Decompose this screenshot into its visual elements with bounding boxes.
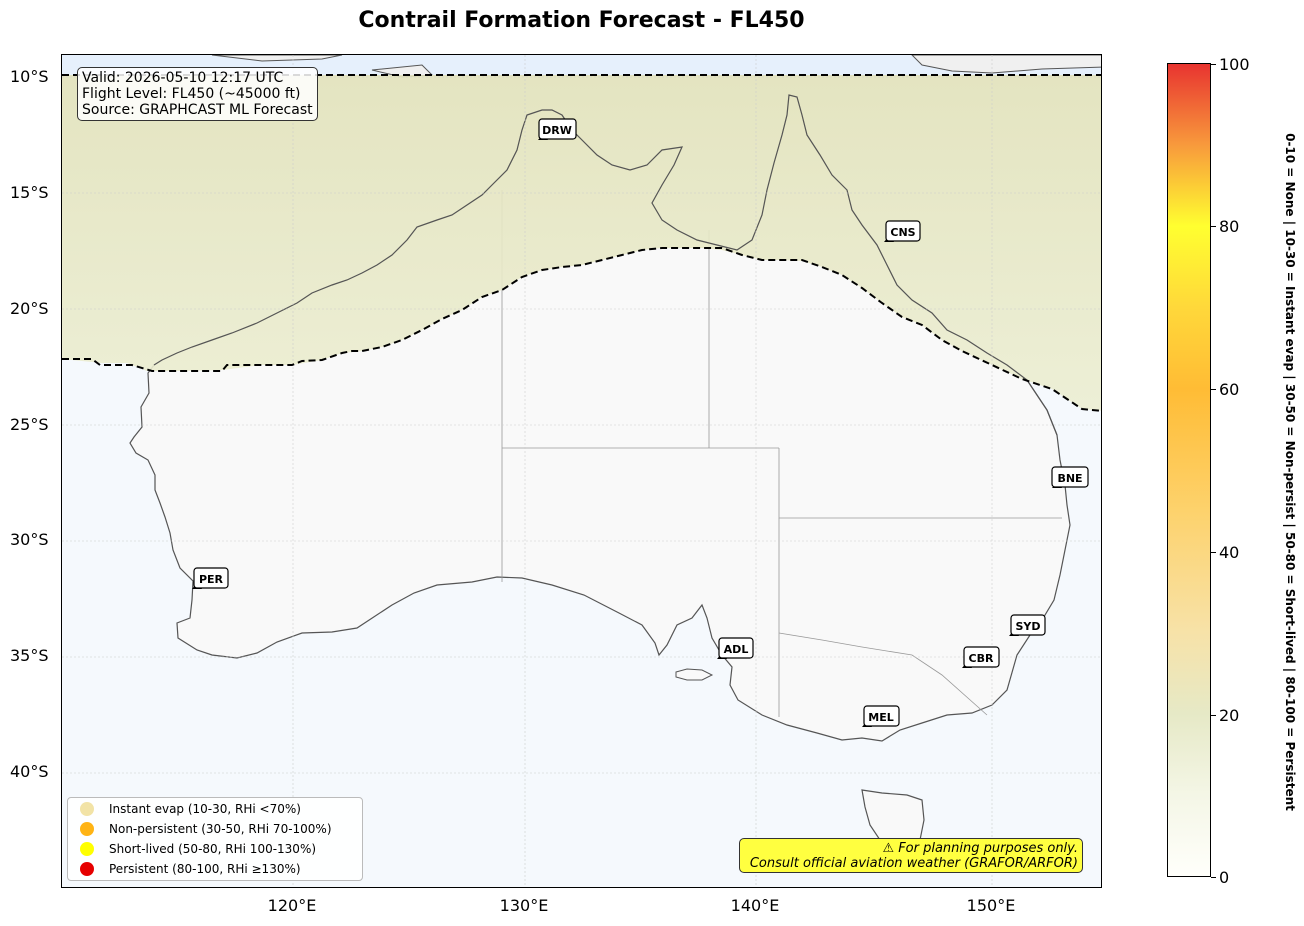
lon-tick-130e: 130°E bbox=[499, 896, 549, 915]
colorbar-tickmark-100 bbox=[1211, 64, 1216, 65]
legend-dot-non-persistent bbox=[80, 822, 94, 836]
airport-mel[interactable]: MEL bbox=[862, 705, 900, 727]
lon-tick-120e: 120°E bbox=[267, 896, 317, 915]
airport-label-drw: DRW bbox=[542, 124, 572, 137]
colorbar-tick-60: 60 bbox=[1219, 380, 1240, 399]
airport-cns[interactable]: CNS bbox=[884, 220, 921, 242]
legend-dot-instant-evap bbox=[80, 802, 94, 816]
airport-label-bne: BNE bbox=[1057, 472, 1082, 485]
legend-label-instant-evap: Instant evap (10-30, RHi <70%) bbox=[109, 802, 301, 816]
legend-dot-persistent bbox=[80, 862, 94, 876]
airport-per[interactable]: PER bbox=[192, 567, 229, 589]
colorbar-tick-0: 0 bbox=[1219, 868, 1230, 887]
info-valid: Valid: 2026-05-10 12:17 UTC bbox=[82, 70, 284, 86]
colorbar-tick-80: 80 bbox=[1219, 217, 1240, 236]
airport-label-mel: MEL bbox=[868, 711, 893, 724]
map-area[interactable]: DRW CNS BNE PER SYD bbox=[61, 54, 1102, 888]
colorbar-tickmark-0 bbox=[1211, 877, 1216, 878]
colorbar-tickmark-80 bbox=[1211, 226, 1216, 227]
disclaimer-box: ⚠ For planning purposes only. Consult of… bbox=[739, 838, 1083, 873]
airport-label-cns: CNS bbox=[890, 226, 915, 239]
airport-label-per: PER bbox=[199, 573, 224, 586]
lon-tick-140e: 140°E bbox=[730, 896, 780, 915]
disclaimer-line-1: ⚠ For planning purposes only. bbox=[882, 841, 1079, 856]
legend-label-non-persistent: Non-persistent (30-50, RHi 70-100%) bbox=[109, 822, 332, 836]
airport-adl[interactable]: ADL bbox=[717, 637, 754, 659]
legend-item-short-lived: Short-lived (50-80, RHi 100-130%) bbox=[80, 842, 316, 856]
colorbar-label: 0-10 = None | 10-30 = Instant evap | 30-… bbox=[1283, 133, 1297, 811]
lon-tick-150e: 150°E bbox=[966, 896, 1016, 915]
boundary-contrail-zone bbox=[62, 247, 1101, 412]
colorbar-tickmark-20 bbox=[1211, 715, 1216, 716]
colorbar-tick-20: 20 bbox=[1219, 706, 1240, 725]
lat-tick-40s: 40°S bbox=[10, 762, 49, 781]
colorbar bbox=[1167, 63, 1211, 877]
chart-title: Contrail Formation Forecast - FL450 bbox=[358, 8, 805, 33]
legend: Instant evap (10-30, RHi <70%) Non-persi… bbox=[67, 797, 363, 881]
airports: DRW CNS BNE PER SYD bbox=[192, 118, 1089, 727]
airport-syd[interactable]: SYD bbox=[1009, 614, 1046, 636]
info-flight-level: Flight Level: FL450 (~45000 ft) bbox=[82, 86, 301, 102]
info-box: Valid: 2026-05-10 12:17 UTC Flight Level… bbox=[77, 67, 318, 121]
lat-tick-30s: 30°S bbox=[10, 530, 49, 549]
legend-dot-short-lived bbox=[80, 842, 94, 856]
colorbar-tickmark-40 bbox=[1211, 552, 1216, 553]
forecast-zone-instant-evap bbox=[62, 75, 1101, 411]
ocean-north-band bbox=[62, 55, 1101, 75]
disclaimer-line-2: Consult official aviation weather (GRAFO… bbox=[749, 856, 1078, 871]
lat-tick-25s: 25°S bbox=[10, 415, 49, 434]
new-guinea bbox=[911, 55, 1101, 74]
legend-label-persistent: Persistent (80-100, RHi ≥130%) bbox=[109, 862, 301, 876]
kangaroo-island bbox=[675, 668, 714, 681]
gridlines bbox=[62, 55, 1101, 887]
legend-item-non-persistent: Non-persistent (30-50, RHi 70-100%) bbox=[80, 822, 332, 836]
north-coastline bbox=[153, 94, 1058, 436]
airport-drw[interactable]: DRW bbox=[538, 118, 577, 140]
colorbar-tick-40: 40 bbox=[1219, 543, 1240, 562]
legend-item-instant-evap: Instant evap (10-30, RHi <70%) bbox=[80, 802, 301, 816]
legend-label-short-lived: Short-lived (50-80, RHi 100-130%) bbox=[109, 842, 317, 856]
legend-item-persistent: Persistent (80-100, RHi ≥130%) bbox=[80, 862, 301, 876]
lat-tick-15s: 15°S bbox=[10, 183, 49, 202]
airport-label-adl: ADL bbox=[724, 643, 749, 656]
colorbar-tickmark-60 bbox=[1211, 389, 1216, 390]
map-svg: DRW CNS BNE PER SYD bbox=[62, 55, 1101, 887]
airport-bne[interactable]: BNE bbox=[1051, 466, 1089, 488]
lat-tick-20s: 20°S bbox=[10, 299, 49, 318]
airport-label-syd: SYD bbox=[1015, 620, 1040, 633]
lat-tick-35s: 35°S bbox=[10, 646, 49, 665]
airport-label-cbr: CBR bbox=[969, 652, 994, 665]
info-source: Source: GRAPHCAST ML Forecast bbox=[82, 102, 313, 118]
colorbar-tick-100: 100 bbox=[1219, 55, 1250, 74]
airport-cbr[interactable]: CBR bbox=[962, 646, 1000, 668]
lat-tick-10s: 10°S bbox=[10, 67, 49, 86]
